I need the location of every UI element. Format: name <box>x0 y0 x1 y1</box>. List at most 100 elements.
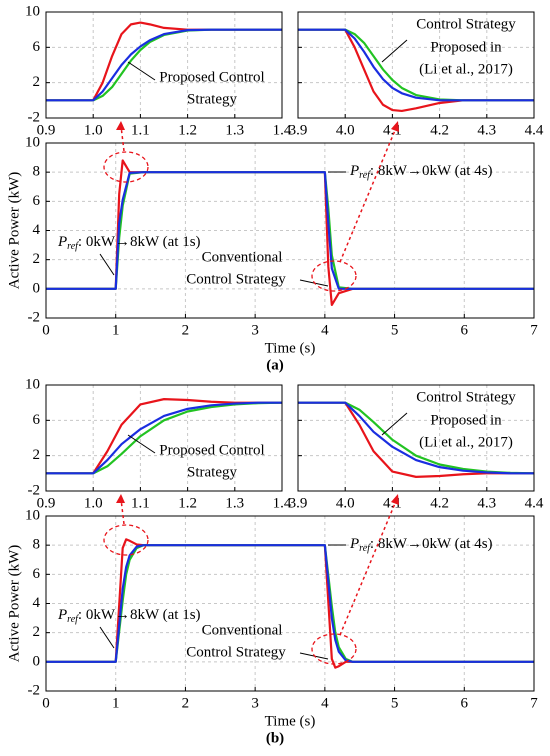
y-tick-label: 2 <box>33 447 41 463</box>
annotation: Strategy <box>187 464 237 480</box>
annotation: Strategy <box>187 91 237 107</box>
x-tick-label: 1.2 <box>178 495 197 511</box>
y-tick-label: 6 <box>33 412 41 428</box>
x-tick-label: 1.4 <box>273 122 292 138</box>
x-tick-label: 1.2 <box>178 122 197 138</box>
ref-text: : 0kW→8kW (at 1s) <box>78 607 201 623</box>
zoom-arrow <box>339 500 397 636</box>
x-tick-label: 4.4 <box>525 495 544 511</box>
x-tick-label: 7 <box>530 695 538 711</box>
x-tick-label: 4.1 <box>383 122 402 138</box>
y-tick-label: 6 <box>33 566 41 582</box>
ref-symbol: P <box>349 536 359 552</box>
plot-frame <box>45 515 535 692</box>
ref-symbol: P <box>57 234 67 250</box>
x-tick-label: 2 <box>182 695 190 711</box>
plot-frame <box>297 11 535 119</box>
arrow-head <box>116 494 125 503</box>
plot-frame <box>45 384 283 492</box>
series-line <box>46 28 282 102</box>
plot-frame <box>45 142 535 319</box>
x-tick-label: 7 <box>530 322 538 338</box>
caption: (b) <box>266 730 284 746</box>
x-tick-label: 4.3 <box>477 122 496 138</box>
x-tick-label: 4.0 <box>336 495 355 511</box>
arrow-head <box>391 494 399 505</box>
pointer <box>99 626 115 649</box>
zoom-ellipse <box>103 524 149 556</box>
zoom-ellipse <box>103 151 149 183</box>
x-tick-label: 1.4 <box>273 495 292 511</box>
x-tick-label: 4.3 <box>477 495 496 511</box>
y-tick-label: -2 <box>28 109 41 125</box>
arrow-head <box>391 121 399 132</box>
zoom-ellipse <box>311 633 357 665</box>
y-tick-label: 6 <box>33 39 41 55</box>
x-tick-label: 1 <box>112 695 120 711</box>
y-tick-label: 0 <box>33 280 41 296</box>
x-tick-label: 0 <box>42 695 50 711</box>
y-tick-label: 10 <box>25 134 40 150</box>
y-tick-label: -2 <box>28 482 41 498</box>
annotation: Proposed Control <box>159 442 264 458</box>
y-tick-label: 8 <box>33 537 41 553</box>
y-tick-label: 10 <box>25 376 40 392</box>
y-tick-label: 8 <box>33 164 41 180</box>
ref-text: : 0kW→8kW (at 1s) <box>78 234 201 250</box>
annotation: Control Strategy <box>186 271 286 287</box>
series-line <box>46 401 283 475</box>
zoom-arrow <box>120 125 125 152</box>
x-tick-label: 4.2 <box>430 495 449 511</box>
y-tick-label: 4 <box>33 222 41 238</box>
ref-text: : 8kW→0kW (at 4s) <box>370 163 493 179</box>
x-tick-label: 4 <box>321 322 329 338</box>
y-tick-label: 4 <box>33 595 41 611</box>
x-tick-label: 4 <box>321 695 329 711</box>
ref-subscript: ref <box>67 614 79 625</box>
series-line <box>46 398 282 475</box>
x-tick-label: 1.0 <box>84 122 103 138</box>
ref-annotation: Pref: 8kW→0kW (at 4s) <box>349 536 493 554</box>
annotation: Control Strategy <box>416 16 516 32</box>
y-tick-label: 2 <box>33 624 41 640</box>
y-tick-label: -2 <box>28 309 41 325</box>
y-tick-label: 10 <box>25 3 40 19</box>
pointer <box>381 39 408 63</box>
zoom-arrow <box>339 127 397 263</box>
ref-symbol: P <box>57 607 67 623</box>
x-tick-label: 4.4 <box>525 122 544 138</box>
annotation: Conventional <box>202 249 283 265</box>
ref-annotation: Pref: 0kW→8kW (at 1s) <box>57 234 201 252</box>
x-tick-label: 3 <box>251 695 259 711</box>
ref-subscript: ref <box>67 241 79 252</box>
ref-subscript: ref <box>359 170 371 181</box>
x-tick-label: 3.9 <box>289 122 308 138</box>
x-tick-label: 6 <box>461 695 469 711</box>
plot-frame <box>297 384 535 492</box>
x-tick-label: 1.3 <box>225 122 244 138</box>
ref-symbol: P <box>349 163 359 179</box>
y-tick-label: -2 <box>28 682 41 698</box>
pointer <box>381 412 408 436</box>
series-line <box>298 401 534 475</box>
x-tick-label: 1.1 <box>131 495 150 511</box>
x-tick-label: 0.9 <box>37 122 56 138</box>
ref-subscript: ref <box>359 543 371 554</box>
annotation: (Li et al., 2017) <box>419 61 513 77</box>
y-tick-label: 2 <box>33 251 41 267</box>
x-tick-label: 1.0 <box>84 495 103 511</box>
annotation: Proposed in <box>430 412 502 428</box>
x-axis-label: Time (s) <box>265 713 316 729</box>
series-line <box>46 544 534 663</box>
x-tick-label: 2 <box>182 322 190 338</box>
zoom-arrow <box>120 498 125 525</box>
x-tick-label: 0 <box>42 322 50 338</box>
ref-annotation: Pref: 0kW→8kW (at 1s) <box>57 607 201 625</box>
x-tick-label: 0.9 <box>37 495 56 511</box>
y-axis-label: Active Power (kW) <box>6 545 22 662</box>
x-tick-label: 1.1 <box>131 122 150 138</box>
pointer <box>127 434 156 454</box>
series-line <box>46 28 282 102</box>
x-tick-label: 1.3 <box>225 495 244 511</box>
